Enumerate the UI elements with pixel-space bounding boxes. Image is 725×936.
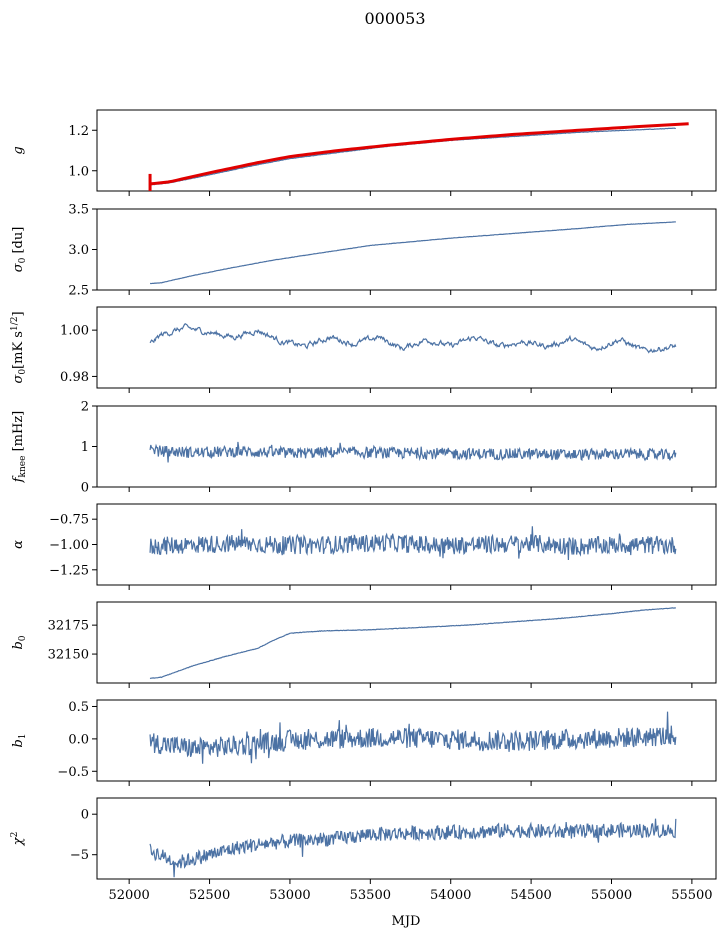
y-tick-label: 0.5 (68, 700, 89, 715)
y-tick-label: 0.0 (68, 732, 89, 747)
y-tick-label: 3.0 (68, 243, 89, 258)
x-axis-label: MJD (392, 914, 421, 929)
panel-frame (96, 797, 717, 880)
x-tick-label: 53000 (269, 888, 310, 903)
series-group (149, 607, 676, 680)
panel-5: −1.25 −1.00 −0.75 α (11, 503, 717, 590)
y-tick-label: 1.2 (68, 124, 89, 139)
y-axis-label: g (11, 146, 26, 154)
y-axis-label: b0 (11, 635, 28, 649)
y-tick-label: 1.00 (60, 324, 89, 339)
data-line (150, 221, 676, 285)
fit-line (149, 122, 689, 186)
y-tick-label: 0 (81, 481, 89, 496)
y-tick-label: 32150 (48, 648, 89, 663)
panel-frame (96, 405, 717, 488)
panel-frame (96, 109, 717, 192)
series-group (149, 526, 677, 560)
y-tick-label: −1.25 (49, 563, 89, 578)
panel-3: 0.98 1.00 σ0[mK s1/2] (10, 306, 717, 393)
y-tick-label: 1.0 (68, 164, 89, 179)
x-tick-label: 54000 (430, 888, 471, 903)
y-axis-label: σ0 [du] (11, 227, 28, 273)
y-tick-label: 2 (81, 400, 89, 415)
y-tick-label: 1 (81, 440, 89, 455)
panel-6: 32150 32175 b0 (11, 601, 717, 688)
x-tick-label: 53500 (350, 888, 391, 903)
x-tick-label: 52000 (108, 888, 149, 903)
panel-8: −5 0 52000 52500 53000 53500 54000 54500 55000 55… (10, 797, 717, 903)
x-tick-label: 55500 (671, 888, 712, 903)
y-tick-label: 0 (81, 808, 89, 823)
x-tick-label: 52500 (189, 888, 230, 903)
data-line (149, 441, 677, 463)
y-tick-label: 3.5 (68, 203, 89, 218)
series-group (150, 221, 676, 285)
y-tick-label: −0.75 (49, 513, 89, 528)
series-group (149, 323, 677, 354)
y-tick-label: 0.98 (60, 370, 89, 385)
series-group (149, 441, 677, 463)
y-axis-label: χ2 (10, 832, 26, 847)
series-group (148, 122, 689, 191)
y-tick-label: −0.5 (57, 765, 89, 780)
panels: 1.0 1.2 g 2.5 3.0 3.5 σ0 [du] 0.98 1.00 σ0[mK s1/… (10, 109, 717, 903)
data-line (149, 607, 676, 680)
x-tick-label: 54500 (510, 888, 551, 903)
data-line (149, 711, 677, 764)
y-axis-label: fknee [mHz] (11, 411, 28, 484)
panel-4: 0 1 2 fknee [mHz] (11, 400, 717, 496)
figure-title: 000053 (364, 9, 425, 28)
y-axis-label: b1 (11, 733, 28, 747)
y-tick-label: −5 (70, 848, 89, 863)
series-group (149, 711, 677, 764)
panel-7: −0.5 0.0 0.5 b1 (11, 699, 717, 786)
panel-1: 1.0 1.2 g (11, 109, 717, 196)
y-axis-label: σ0[mK s1/2] (10, 311, 28, 383)
panel-2: 2.5 3.0 3.5 σ0 [du] (11, 203, 717, 299)
y-axis-label: α (11, 540, 26, 549)
y-tick-label: 2.5 (68, 284, 89, 299)
data-line (149, 323, 677, 354)
panel-frame (96, 208, 717, 291)
data-line (149, 526, 677, 560)
panel-frame (96, 601, 717, 684)
data-line (149, 818, 677, 878)
y-tick-label: −1.00 (49, 538, 89, 553)
x-tick-label: 55000 (591, 888, 632, 903)
y-tick-label: 32175 (48, 619, 89, 634)
series-group (149, 818, 677, 878)
